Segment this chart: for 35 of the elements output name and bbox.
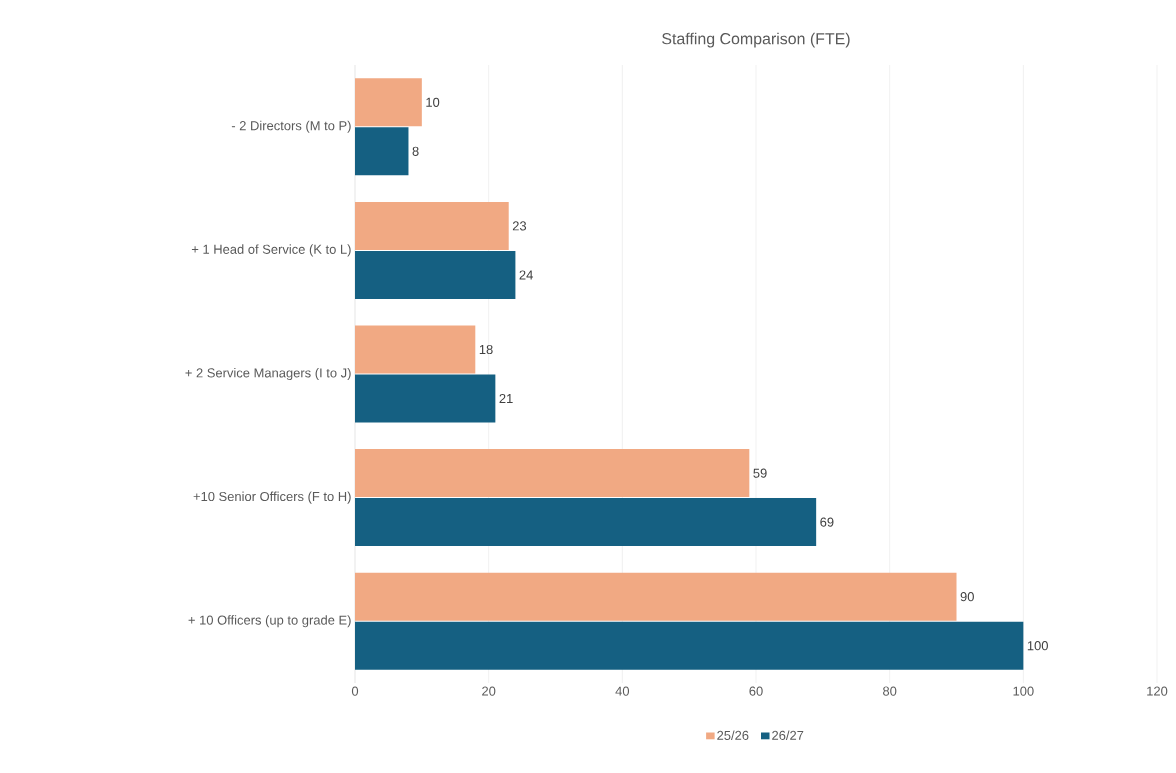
bar — [355, 374, 496, 423]
data-label: 24 — [519, 270, 533, 280]
x-tick-label: 40 — [615, 686, 630, 696]
y-tick-label: + 2 Service Managers (I to J) — [185, 367, 351, 381]
x-tick-label: 20 — [482, 686, 496, 696]
bar — [355, 498, 817, 547]
bar — [355, 449, 750, 498]
bar — [355, 78, 422, 127]
x-tick-label: 120 — [1147, 686, 1168, 696]
data-label: 100 — [1027, 641, 1048, 651]
x-tick-label: 0 — [351, 686, 359, 696]
y-tick-label: - 2 Directors (M to P) — [231, 120, 351, 133]
data-label: 21 — [499, 393, 513, 404]
data-label: 69 — [820, 517, 834, 527]
y-tick-label: + 10 Officers (up to grade E) — [188, 615, 351, 628]
bar — [355, 127, 409, 176]
bar — [355, 621, 1024, 670]
x-tick-label: 100 — [1013, 686, 1034, 696]
x-tick-label: 60 — [749, 686, 763, 696]
y-tick-label: + 1 Head of Service (K to L) — [191, 244, 351, 257]
legend-label: 26/27 — [772, 730, 804, 740]
data-label: 8 — [412, 146, 419, 156]
data-label: 23 — [512, 221, 527, 231]
legend-label: 25/26 — [717, 730, 749, 740]
y-tick-label: +10 Senior Officers (F to H) — [193, 491, 351, 504]
data-label: 59 — [753, 468, 767, 478]
bar — [355, 201, 509, 250]
x-tick-label: 80 — [883, 686, 897, 696]
data-label: 18 — [479, 344, 493, 355]
chart-title: Staffing Comparison (FTE) — [662, 32, 850, 48]
data-label: 90 — [960, 592, 974, 602]
bar — [355, 250, 516, 299]
bar — [355, 325, 476, 374]
data-label: 10 — [426, 97, 440, 107]
bar — [355, 572, 957, 621]
